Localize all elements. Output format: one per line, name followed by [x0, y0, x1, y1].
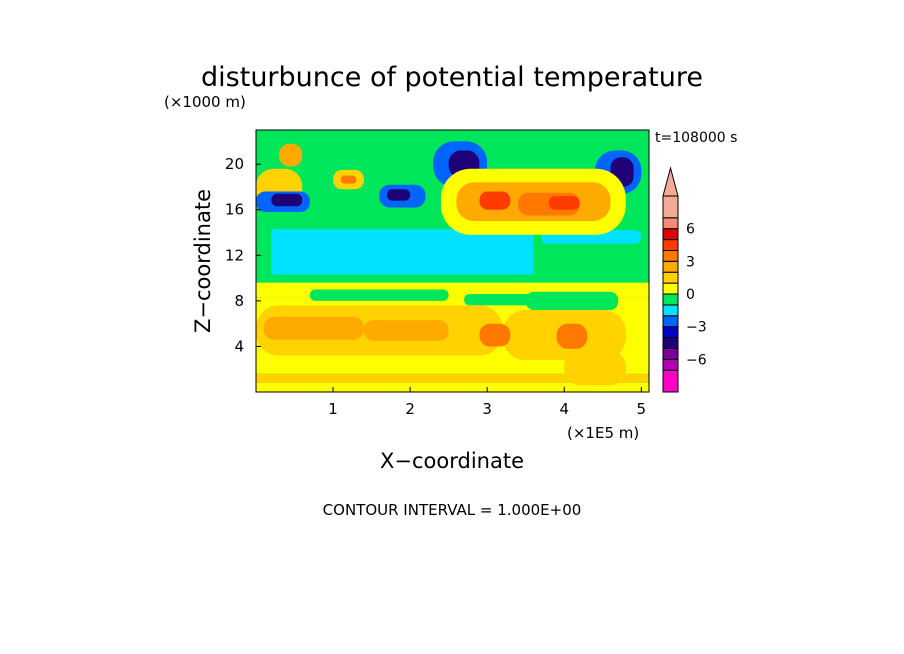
- contour-region-11: [479, 323, 511, 347]
- colorbar-level-12: [662, 239, 679, 252]
- colorbar-level-1: [662, 358, 679, 371]
- colorbar-level-15: [662, 195, 679, 219]
- x-axis: 1 2 3 4 5: [328, 387, 646, 418]
- y-axis-label: Z−coordinate: [191, 189, 215, 333]
- colorbar-level-4: [662, 326, 679, 339]
- colorbar-level-8: [662, 282, 679, 295]
- colorbar-tick-label: 3: [686, 254, 695, 270]
- field-layer: [256, 141, 649, 392]
- colorbar-level-0: [662, 369, 679, 393]
- x-tick-label: 2: [405, 400, 415, 418]
- colorbar-tick-label: 0: [686, 287, 695, 303]
- contour-region-12: [556, 323, 588, 349]
- contour-region-6: [525, 291, 619, 310]
- y-tick-label: 8: [234, 292, 244, 310]
- x-tick-label: 5: [637, 400, 647, 418]
- y-tick-label: 12: [225, 246, 244, 264]
- contour-region-10: [363, 320, 449, 341]
- colorbar-level-2: [662, 347, 679, 360]
- y-tick-label: 4: [234, 337, 244, 355]
- contour-region-0: [256, 382, 649, 392]
- plot-area: [255, 129, 650, 393]
- x-tick-label: 1: [328, 400, 338, 418]
- colorbar-tick-label: 6: [686, 222, 695, 238]
- y-axis: 4 8 12 16 20: [225, 155, 261, 355]
- chart-title: disturbunce of potential temperature: [201, 62, 703, 93]
- contour-region-14: [271, 229, 534, 275]
- x-tick-label: 3: [482, 400, 492, 418]
- contour-region-9: [263, 316, 364, 340]
- colorbar-tick-label: −6: [686, 352, 707, 368]
- contour-region-5: [464, 294, 534, 306]
- contour-region-19: [279, 143, 303, 167]
- contour-region-1: [256, 373, 649, 383]
- colorbar-level-13: [662, 228, 679, 241]
- colorbar-level-10: [662, 260, 679, 273]
- contour-region-32: [548, 196, 580, 210]
- contour-region-4: [309, 289, 449, 301]
- plot-frame: [255, 129, 650, 393]
- colorbar-level-9: [662, 271, 679, 284]
- x-unit-label: (×1E5 m): [567, 424, 639, 442]
- colorbar: 6 3 0 −3 −6: [662, 166, 707, 393]
- colorbar-level-14: [662, 217, 679, 230]
- colorbar-level-7: [662, 293, 679, 306]
- x-axis-label: X−coordinate: [380, 449, 524, 473]
- contour-region-23: [387, 189, 411, 201]
- y-unit-label: (×1000 m): [164, 93, 246, 111]
- contour-region-18: [340, 175, 357, 184]
- y-tick-label: 20: [225, 155, 244, 173]
- colorbar-level-6: [662, 304, 679, 317]
- colorbar-max-arrow: [662, 166, 679, 197]
- colorbar-level-3: [662, 337, 679, 350]
- contour-region-13: [564, 351, 626, 386]
- contour-region-21: [271, 193, 303, 207]
- x-tick-label: 4: [559, 400, 569, 418]
- colorbar-level-5: [662, 315, 679, 328]
- contour-region-31: [479, 191, 511, 210]
- colorbar-tick-label: −3: [686, 320, 707, 336]
- contour-interval-label: CONTOUR INTERVAL = 1.000E+00: [323, 501, 582, 519]
- y-tick-label: 16: [225, 201, 244, 219]
- time-label: t=108000 s: [655, 130, 737, 146]
- colorbar-level-11: [662, 249, 679, 262]
